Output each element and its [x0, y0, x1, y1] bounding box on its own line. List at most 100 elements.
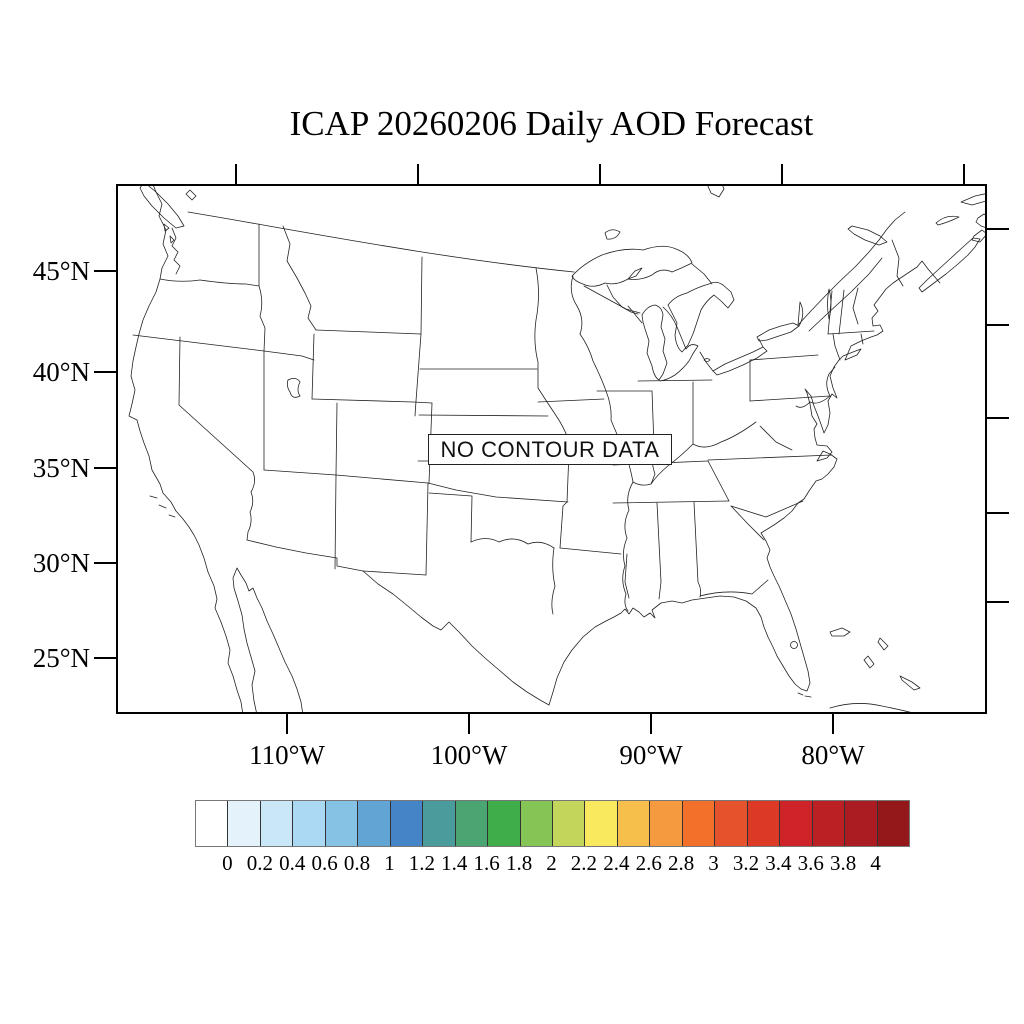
colorbar-tick-label: 3.6: [797, 851, 824, 875]
colorbar-tick-label: 3.8: [830, 851, 857, 875]
lon-tick-label: 90°W: [619, 740, 683, 770]
great-lakes: [287, 184, 831, 649]
keweenaw-peninsula: [628, 268, 642, 279]
colorbar-tick-label: 1.2: [408, 851, 435, 875]
anticosti-island: [961, 193, 987, 205]
florida-keys: [798, 693, 811, 697]
lat-tick: [94, 467, 116, 469]
prince-edward-island: [936, 216, 959, 225]
colorbar-cell: [488, 801, 521, 846]
aod-colorbar: [195, 800, 910, 847]
lat-tick: [94, 270, 116, 272]
colorbar-tick-label: 3.4: [765, 851, 792, 875]
lat-tick-label: 45°N: [32, 256, 90, 286]
upper-peninsula-shore: [584, 286, 640, 313]
green-bay: [628, 306, 642, 323]
map-border: [116, 184, 987, 714]
colorbar-cell: [617, 801, 651, 846]
colorbar-cell: [715, 801, 748, 846]
islands-bahamas-cuba: [830, 628, 920, 714]
lat-tick: [94, 371, 116, 373]
colorbar-tick-label: 2: [546, 851, 557, 875]
lat-tick-label: 35°N: [32, 453, 90, 483]
lat-tick: [94, 562, 116, 564]
colorbar-cell: [260, 801, 294, 846]
colorbar-cell: [877, 801, 909, 846]
lat-tick: [94, 657, 116, 659]
colorbar-tick-label: 1.6: [473, 851, 500, 875]
puget-sound: [172, 228, 180, 274]
cuba-north-coast: [830, 703, 917, 714]
coastline-gulf-atlantic: [549, 261, 940, 705]
colorbar-tick-label: 2.2: [570, 851, 598, 875]
colorbar-cell: [358, 801, 391, 846]
st-lawrence-south-bank: [809, 258, 882, 331]
lat-tick-label: 40°N: [32, 357, 90, 387]
top-tick: [963, 164, 965, 184]
right-tick: [987, 512, 1009, 514]
colorbar-labels: 0 0.2 0.4 0.6 0.8 1 1.2 1.4 1.6 1.8 2 2.2 2.4 2.6 2.8 3…: [195, 851, 908, 877]
top-tick: [599, 164, 601, 184]
gaspe-peninsula: [848, 226, 887, 245]
right-tick: [987, 228, 1009, 230]
lon-tick: [286, 714, 288, 734]
new-brunswick-maine-border: [892, 240, 903, 286]
colorbar-tick-label: 0.6: [311, 851, 338, 875]
colorbar-tick-label: 1: [384, 851, 395, 875]
lake-of-the-woods: [605, 230, 620, 239]
newfoundland-fragment: [976, 214, 987, 228]
lon-tick: [650, 714, 652, 734]
lake-superior: [572, 246, 692, 286]
no-contour-data-badge: NO CONTOUR DATA: [428, 434, 672, 465]
lon-tick: [832, 714, 834, 734]
colorbar-tick-label: 4: [870, 851, 881, 875]
right-tick: [987, 601, 1009, 603]
colorbar-cell: [455, 801, 489, 846]
lake-ontario: [757, 323, 799, 341]
right-tick: [987, 417, 1009, 419]
colorbar-tick-label: 0: [222, 851, 233, 875]
colorbar-tick-label: 2.8: [668, 851, 695, 875]
colorbar-tick-label: 3: [708, 851, 719, 875]
lon-tick-label: 80°W: [801, 740, 865, 770]
lake-winnipeg-tip: [707, 184, 724, 197]
colorbar-cell: [293, 801, 326, 846]
colorbar-cell: [520, 801, 553, 846]
colorbar-tick-label: 2.6: [635, 851, 662, 875]
st-lawrence-north-bank: [798, 212, 905, 325]
colorbar-cell: [682, 801, 716, 846]
colorbar-cell: [747, 801, 781, 846]
coastline-vancouver-island: [140, 184, 184, 228]
top-tick: [235, 164, 237, 184]
lake-erie: [713, 347, 767, 375]
colorbar-cell: [552, 801, 586, 846]
colorbar-tick-label: 0.2: [246, 851, 273, 875]
coastline-pacific: [129, 184, 243, 714]
colorbar-cell: [650, 801, 683, 846]
lat-tick-label: 25°N: [32, 643, 90, 673]
colorbar-tick-label: 0.4: [279, 851, 306, 875]
colorbar-tick-label: 1.4: [441, 851, 468, 875]
lake-michigan: [642, 305, 667, 380]
colorbar-cell: [585, 801, 618, 846]
coastline-nova-scotia: [919, 238, 980, 292]
cape-breton: [972, 230, 987, 242]
colorbar-tick-label: 3.2: [732, 851, 760, 875]
colorbar-cell: [812, 801, 846, 846]
lon-tick-label: 110°W: [249, 740, 325, 770]
top-tick: [417, 164, 419, 184]
colorbar-tick-label: 2.4: [603, 851, 630, 875]
coastline-gulf-california: [233, 568, 303, 714]
lon-tick-label: 100°W: [430, 740, 508, 770]
page-title: ICAP 20260206 Daily AOD Forecast: [289, 104, 814, 143]
michigan-mitten: [660, 307, 698, 381]
lat-tick-label: 30°N: [32, 548, 90, 578]
nw-islands: [164, 190, 196, 243]
lake-okeechobee: [790, 641, 798, 649]
lake-huron: [668, 282, 734, 352]
colorbar-cell: [390, 801, 424, 846]
colorbar-cell: [780, 801, 813, 846]
top-tick: [781, 164, 783, 184]
right-tick: [987, 324, 1009, 326]
